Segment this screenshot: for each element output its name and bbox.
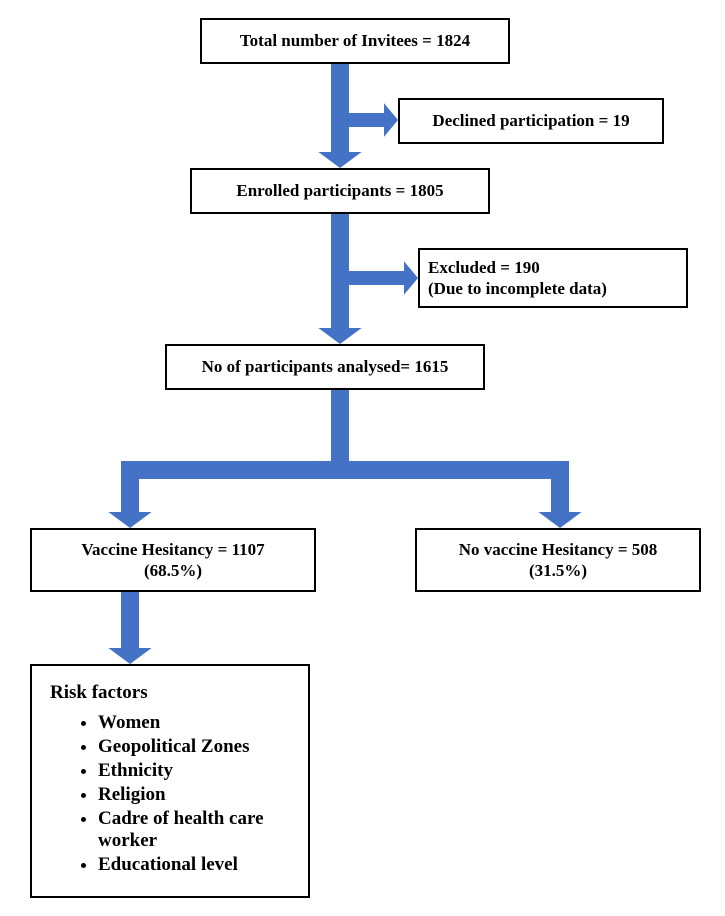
node-analysed: No of participants analysed= 1615	[165, 344, 485, 390]
risk-factor-item: Cadre of health care worker	[98, 808, 290, 852]
node-excluded: Excluded = 190(Due to incomplete data)	[418, 248, 688, 308]
flowchart-canvas: Total number of Invitees = 1824 Declined …	[0, 0, 725, 916]
risk-factors-list: WomenGeopolitical ZonesEthnicityReligion…	[50, 712, 290, 876]
node-risk-factors: Risk factors WomenGeopolitical ZonesEthni…	[30, 664, 310, 898]
risk-factor-item: Ethnicity	[98, 760, 290, 782]
node-invitees: Total number of Invitees = 1824	[200, 18, 510, 64]
risk-factor-item: Educational level	[98, 854, 290, 876]
node-hes_no: No vaccine Hesitancy = 508(31.5%)	[415, 528, 701, 592]
risk-factor-item: Religion	[98, 784, 290, 806]
risk-factor-item: Geopolitical Zones	[98, 736, 290, 758]
node-hes_yes: Vaccine Hesitancy = 1107(68.5%)	[30, 528, 316, 592]
risk-factors-title: Risk factors	[50, 682, 290, 704]
risk-factor-item: Women	[98, 712, 290, 734]
node-declined: Declined participation = 19	[398, 98, 664, 144]
node-enrolled: Enrolled participants = 1805	[190, 168, 490, 214]
